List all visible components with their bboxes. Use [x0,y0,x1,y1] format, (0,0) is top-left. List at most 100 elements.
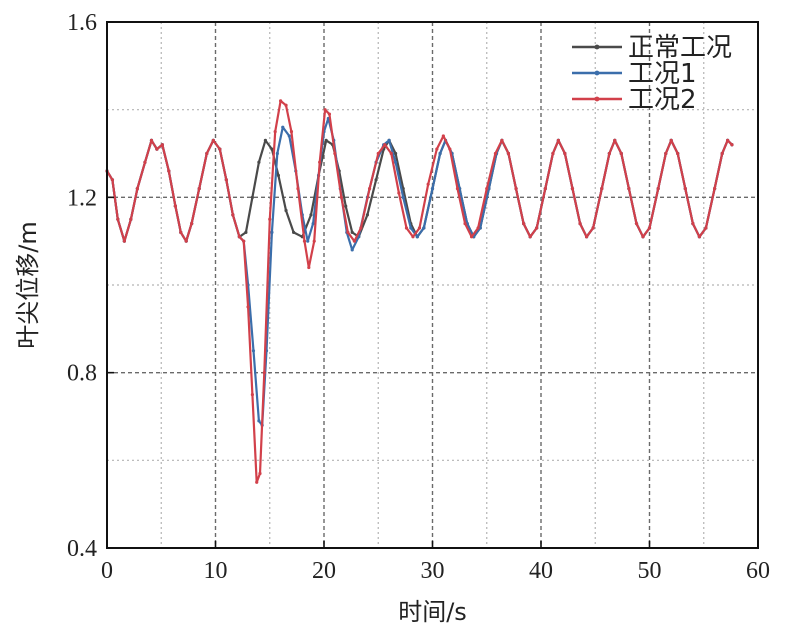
legend-label: 工况2 [628,85,697,115]
data-point [726,138,730,142]
y-tick-label: 0.4 [67,536,97,562]
data-point [122,239,126,243]
series-line [105,99,734,484]
data-point [438,151,442,156]
data-point [506,151,511,156]
data-point [276,173,281,178]
data-point [647,226,652,230]
x-tick-label: 40 [529,558,553,584]
data-point [258,471,262,476]
data-point [578,222,582,226]
data-point [522,222,526,226]
data-point [263,138,268,142]
data-point [448,147,452,151]
data-point [376,151,380,156]
data-point [422,226,426,230]
data-point [367,186,372,191]
data-point [394,151,398,156]
data-point [500,138,504,142]
data-point [242,239,246,243]
data-point [339,195,343,199]
x-axis-label: 时间/s [398,598,467,626]
data-point [184,239,188,243]
data-point [279,99,283,103]
x-tick-label: 20 [312,558,336,584]
legend-label: 工况1 [628,59,697,89]
data-point [250,392,254,397]
data-point [255,480,259,484]
tick-layer: 0 10 20 30 40 50 60 0.4 0.8 1.2 1.6 [67,10,770,584]
data-point [713,186,717,191]
data-point [387,138,391,142]
legend-marker [594,96,600,102]
data-point [306,239,310,243]
data-point [149,138,154,142]
data-point [485,186,489,191]
y-tick-label: 1.6 [67,10,97,36]
x-tick-label: 60 [746,558,770,584]
legend-item: 工况1 [572,59,697,89]
data-point [284,103,288,107]
data-point [257,160,261,164]
data-point [289,129,294,134]
data-point [110,178,115,182]
data-point [463,222,467,226]
data-point [143,160,147,164]
data-point [311,222,315,226]
data-point [535,226,539,230]
data-point [359,226,363,230]
data-point [268,217,272,221]
data-point [613,138,617,142]
data-point [302,239,307,243]
data-point [409,226,413,230]
series-line [105,117,734,427]
legend-item: 正常工况 [572,33,732,63]
data-point [394,160,398,164]
data-point [591,226,595,230]
x-tick-label: 0 [101,558,113,584]
data-point [344,204,348,208]
legend-label: 正常工况 [628,33,732,63]
data-point [389,151,393,156]
data-point [350,230,354,234]
data-point [160,143,164,147]
data-point [543,186,547,191]
legend-marker [594,44,600,50]
data-point [704,226,708,230]
data-point [697,235,702,239]
data-point [528,235,532,239]
data-point [570,186,575,191]
x-tick-label: 30 [421,558,445,584]
data-point [250,195,254,199]
data-point [323,108,327,112]
data-point [441,134,445,138]
data-point [262,371,266,375]
data-point [246,305,250,309]
data-point [476,226,480,230]
data-point [116,217,120,221]
data-point [190,222,194,226]
data-point [257,419,261,423]
data-point [346,230,350,234]
data-point [281,125,285,129]
data-point [455,186,460,191]
data-point [307,265,311,270]
data-point [365,213,369,217]
data-point [430,186,435,191]
x-tick-label: 10 [204,558,228,584]
data-point [627,186,631,191]
data-point [309,213,313,217]
data-point [218,147,222,151]
data-point [493,151,498,156]
data-point [469,235,474,239]
data-point [324,138,328,142]
data-point [292,230,296,234]
series-layer [105,99,734,484]
data-point [676,151,680,156]
data-point [584,235,589,239]
data-point [167,169,171,173]
data-point [634,222,639,226]
data-point [350,248,354,252]
data-point [411,235,415,239]
data-point [514,186,518,191]
